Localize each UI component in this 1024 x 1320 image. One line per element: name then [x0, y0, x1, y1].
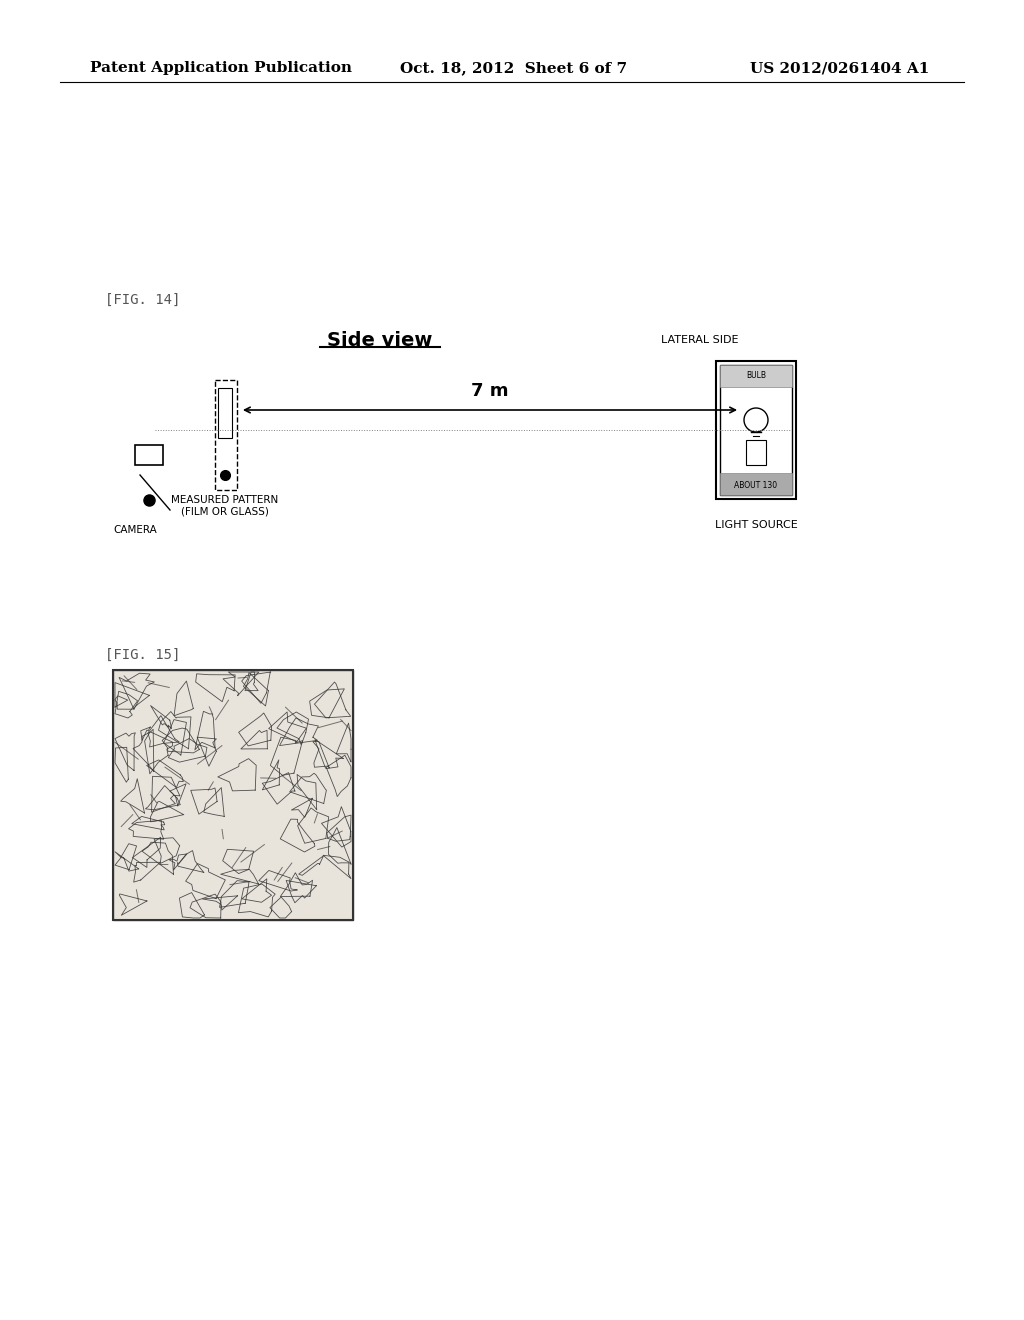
Text: 7 m: 7 m — [471, 381, 509, 400]
Bar — [218, 388, 232, 438]
Text: BULB: BULB — [746, 371, 766, 380]
Bar — [215, 380, 237, 490]
Bar — [135, 445, 163, 465]
Bar — [113, 671, 353, 920]
Text: [FIG. 14]: [FIG. 14] — [105, 293, 180, 308]
Text: CAMERA: CAMERA — [113, 525, 157, 535]
Bar — [720, 366, 792, 495]
Bar — [716, 360, 796, 499]
Text: LIGHT SOURCE: LIGHT SOURCE — [715, 520, 798, 531]
Text: MEASURED PATTERN
(FILM OR GLASS): MEASURED PATTERN (FILM OR GLASS) — [171, 495, 279, 516]
Text: Patent Application Publication: Patent Application Publication — [90, 61, 352, 75]
Text: [FIG. 15]: [FIG. 15] — [105, 648, 180, 663]
Text: Side view: Side view — [328, 330, 433, 350]
Bar — [113, 671, 353, 920]
Text: US 2012/0261404 A1: US 2012/0261404 A1 — [750, 61, 930, 75]
Bar — [720, 473, 792, 495]
Text: ABOUT 130: ABOUT 130 — [734, 480, 777, 490]
Bar — [746, 440, 766, 465]
Text: Oct. 18, 2012  Sheet 6 of 7: Oct. 18, 2012 Sheet 6 of 7 — [400, 61, 627, 75]
Text: LATERAL SIDE: LATERAL SIDE — [662, 335, 738, 345]
Bar — [720, 366, 792, 387]
